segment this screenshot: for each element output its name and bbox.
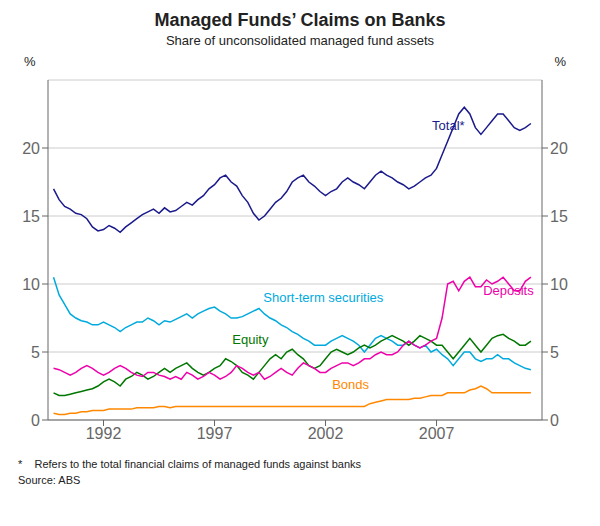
svg-text:15: 15 (550, 208, 568, 225)
svg-text:20: 20 (550, 140, 568, 157)
svg-text:1992: 1992 (86, 425, 122, 442)
svg-text:5: 5 (550, 344, 559, 361)
html-text:Share of unconsolidated manage: Share of unconsolidated managed fund ass… (165, 33, 435, 48)
svg-text:5: 5 (31, 344, 40, 361)
svg-text:2002: 2002 (308, 425, 344, 442)
svg-text:10: 10 (22, 276, 40, 293)
svg-text:20: 20 (22, 140, 40, 157)
svg-text:0: 0 (550, 412, 559, 429)
svg-text:Bonds: Bonds (332, 377, 369, 392)
svg-text:Short-term securities: Short-term securities (263, 290, 383, 305)
svg-text:2007: 2007 (419, 425, 455, 442)
svg-text:Equity: Equity (232, 332, 269, 347)
svg-text:10: 10 (550, 276, 568, 293)
svg-text:0: 0 (31, 412, 40, 429)
svg-text:Deposits: Deposits (483, 283, 534, 298)
svg-text:Total*: Total* (432, 118, 465, 133)
html-text:Source: ABS: Source: ABS (18, 474, 81, 486)
html-text:* Refers to the total financia: * Refers to the total financial claims o… (18, 458, 361, 470)
svg-text:1997: 1997 (197, 425, 233, 442)
html-text:Managed Funds’ Claims on Banks: Managed Funds’ Claims on Banks (154, 10, 446, 30)
svg-text:15: 15 (22, 208, 40, 225)
